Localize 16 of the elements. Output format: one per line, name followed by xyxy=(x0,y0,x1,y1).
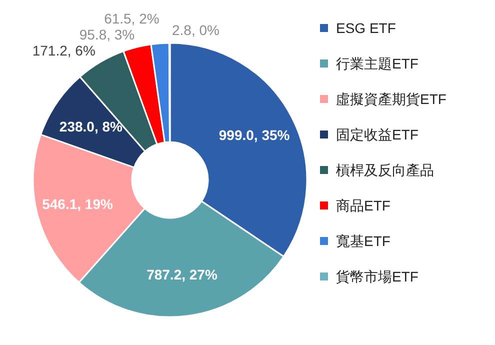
data-label: 546.1, 19% xyxy=(42,196,114,212)
legend-label: 行業主題ETF xyxy=(336,56,418,72)
data-label: 171.2, 6% xyxy=(32,42,96,58)
legend-label: 固定收益ETF xyxy=(336,126,418,142)
legend-label: 貨幣市場ETF xyxy=(336,268,418,284)
data-label: 95.8, 3% xyxy=(79,26,135,42)
data-label: 787.2, 27% xyxy=(146,266,218,283)
data-label: 2.8, 0% xyxy=(172,22,220,38)
data-label: 61.5, 2% xyxy=(104,10,160,26)
legend-label: 寬基ETF xyxy=(336,233,390,249)
legend-label: 槓桿及反向產品 xyxy=(336,162,434,178)
legend-label: 商品ETF xyxy=(336,198,390,214)
legend-label: 虛擬資產期貨ETF xyxy=(336,91,446,107)
data-label: 238.0, 8% xyxy=(59,118,124,134)
legend-label: ESG ETF xyxy=(336,20,396,36)
data-label: 999.0, 35% xyxy=(218,127,290,144)
